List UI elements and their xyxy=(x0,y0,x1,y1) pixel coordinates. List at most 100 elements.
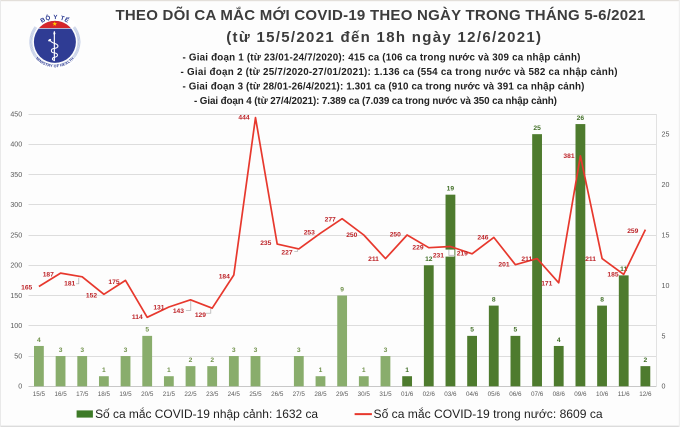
svg-text:4: 4 xyxy=(557,337,561,344)
svg-text:219: 219 xyxy=(457,251,468,258)
svg-text:246: 246 xyxy=(477,235,488,242)
svg-text:23/5: 23/5 xyxy=(206,391,219,398)
svg-text:- Giai đoạn 2 (từ 25/7/2020-27: - Giai đoạn 2 (từ 25/7/2020-27/01/2021):… xyxy=(181,67,618,78)
svg-text:152: 152 xyxy=(86,293,97,300)
svg-text:165: 165 xyxy=(21,284,32,291)
svg-text:31/5: 31/5 xyxy=(379,391,392,398)
svg-text:07/6: 07/6 xyxy=(531,391,544,398)
svg-text:1: 1 xyxy=(362,367,366,374)
svg-text:3: 3 xyxy=(232,347,236,354)
svg-text:3: 3 xyxy=(254,347,258,354)
svg-text:277: 277 xyxy=(325,217,336,224)
svg-text:5: 5 xyxy=(514,327,518,334)
svg-text:26/5: 26/5 xyxy=(271,391,284,398)
svg-text:1: 1 xyxy=(167,367,171,374)
svg-text:24/5: 24/5 xyxy=(228,391,241,398)
svg-text:02/6: 02/6 xyxy=(423,391,436,398)
svg-text:- Giai đoạn 3 (từ 28/01-26/4/2: - Giai đoạn 3 (từ 28/01-26/4/2021): 1.30… xyxy=(183,82,585,93)
svg-text:27/5: 27/5 xyxy=(293,391,306,398)
svg-text:300: 300 xyxy=(10,201,22,209)
svg-text:184: 184 xyxy=(219,273,230,280)
svg-text:235: 235 xyxy=(260,240,271,247)
svg-text:20: 20 xyxy=(662,181,670,189)
svg-text:400: 400 xyxy=(10,141,22,149)
svg-text:10: 10 xyxy=(662,282,670,290)
svg-text:12/6: 12/6 xyxy=(639,391,652,398)
svg-text:250: 250 xyxy=(346,232,357,239)
svg-text:Số ca mắc COVID-19 trong nước:: Số ca mắc COVID-19 trong nước: 8609 ca xyxy=(374,406,603,421)
svg-text:175: 175 xyxy=(108,279,119,286)
svg-text:4: 4 xyxy=(37,337,41,344)
svg-text:28/5: 28/5 xyxy=(314,391,327,398)
svg-text:01/6: 01/6 xyxy=(401,391,414,398)
svg-text:229: 229 xyxy=(412,245,423,252)
svg-text:05/6: 05/6 xyxy=(488,391,501,398)
svg-text:211: 211 xyxy=(368,256,379,263)
svg-text:9: 9 xyxy=(340,286,344,293)
svg-text:18/5: 18/5 xyxy=(98,391,111,398)
svg-text:THEO DÕI CA MẮC MỚI COVID-19 T: THEO DÕI CA MẮC MỚI COVID-19 THEO NGÀY T… xyxy=(115,6,645,24)
svg-text:BỘ Y TẾ: BỘ Y TẾ xyxy=(39,13,70,24)
svg-text:0: 0 xyxy=(662,383,666,391)
svg-text:3: 3 xyxy=(80,347,84,354)
svg-text:12: 12 xyxy=(425,256,433,263)
svg-text:131: 131 xyxy=(153,305,164,312)
svg-text:15: 15 xyxy=(662,231,670,239)
svg-text:11/6: 11/6 xyxy=(618,391,630,398)
svg-text:50: 50 xyxy=(14,352,22,360)
svg-text:21/5: 21/5 xyxy=(163,391,176,398)
svg-text:5: 5 xyxy=(662,332,666,340)
svg-text:1: 1 xyxy=(405,367,409,374)
svg-text:19: 19 xyxy=(447,186,455,193)
svg-text:08/6: 08/6 xyxy=(553,391,566,398)
svg-text:5: 5 xyxy=(470,327,474,334)
svg-text:25/5: 25/5 xyxy=(249,391,262,398)
svg-text:17/5: 17/5 xyxy=(76,391,89,398)
svg-text:20/5: 20/5 xyxy=(141,391,154,398)
svg-text:25: 25 xyxy=(662,131,670,139)
svg-text:16/5: 16/5 xyxy=(54,391,67,398)
svg-text:100: 100 xyxy=(10,322,22,330)
svg-text:2: 2 xyxy=(210,357,214,364)
svg-text:201: 201 xyxy=(498,262,509,269)
svg-text:231: 231 xyxy=(433,252,444,259)
svg-text:3: 3 xyxy=(124,347,128,354)
svg-text:0: 0 xyxy=(18,383,22,391)
svg-text:26: 26 xyxy=(577,115,585,122)
svg-text:11: 11 xyxy=(620,266,627,273)
svg-text:30/5: 30/5 xyxy=(358,391,371,398)
svg-text:8: 8 xyxy=(600,296,604,303)
svg-text:06/6: 06/6 xyxy=(509,391,522,398)
svg-text:2: 2 xyxy=(644,357,648,364)
svg-text:03/6: 03/6 xyxy=(444,391,457,398)
svg-text:25: 25 xyxy=(533,125,541,132)
svg-text:- Giai đoạn 1 (từ 23/01-24/7/2: - Giai đoạn 1 (từ 23/01-24/7/2020): 415 … xyxy=(183,53,581,64)
svg-text:129: 129 xyxy=(195,312,206,319)
svg-text:444: 444 xyxy=(238,115,249,122)
svg-text:(từ 15/5/2021 đến 18h ngày 12/: (từ 15/5/2021 đến 18h ngày 12/6/2021) xyxy=(226,29,542,46)
svg-text:3: 3 xyxy=(297,347,301,354)
svg-text:211: 211 xyxy=(521,256,532,263)
svg-text:171: 171 xyxy=(541,280,552,287)
svg-text:250: 250 xyxy=(10,231,22,239)
svg-text:8: 8 xyxy=(492,296,496,303)
svg-text:2: 2 xyxy=(189,357,193,364)
svg-text:185: 185 xyxy=(607,272,618,279)
svg-text:227: 227 xyxy=(281,249,292,256)
svg-text:150: 150 xyxy=(10,292,22,300)
svg-text:450: 450 xyxy=(10,110,22,118)
svg-text:114: 114 xyxy=(132,314,143,321)
svg-text:1: 1 xyxy=(102,367,106,374)
svg-text:200: 200 xyxy=(10,262,22,270)
svg-text:181: 181 xyxy=(64,280,75,287)
svg-text:09/6: 09/6 xyxy=(574,391,587,398)
svg-text:5: 5 xyxy=(145,327,149,334)
svg-text:253: 253 xyxy=(304,229,315,236)
svg-text:3: 3 xyxy=(59,347,63,354)
svg-text:15/5: 15/5 xyxy=(33,391,46,398)
svg-text:3: 3 xyxy=(384,347,388,354)
svg-text:22/5: 22/5 xyxy=(184,391,197,398)
svg-text:211: 211 xyxy=(585,256,596,263)
svg-text:29/5: 29/5 xyxy=(336,391,349,398)
svg-text:Số ca mắc COVID-19 nhập cảnh:: Số ca mắc COVID-19 nhập cảnh: 1632 ca xyxy=(95,406,318,421)
